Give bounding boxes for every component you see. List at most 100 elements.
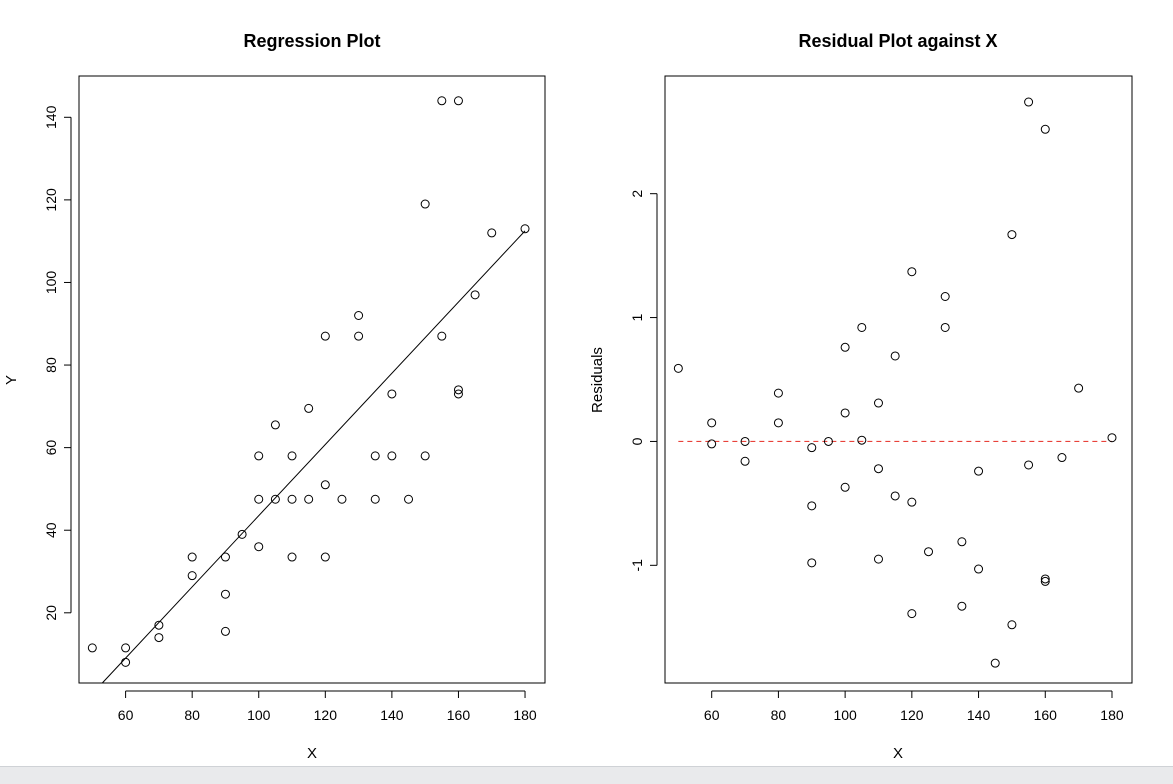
regression-plot-point (254, 494, 264, 504)
regression-plot-point (437, 331, 447, 341)
regression-plot-point (437, 96, 447, 106)
regression-plot-y-tick-label: 40 (43, 522, 59, 538)
regression-plot-point (453, 389, 463, 399)
residual-plot-y-tick-label: 1 (629, 313, 645, 321)
regression-plot-x-tick-label: 80 (184, 707, 200, 723)
regression-plot-point (220, 589, 230, 599)
residual-plot-point (857, 435, 867, 445)
regression-plot-point (320, 480, 330, 490)
residual-plot-point (740, 436, 750, 446)
regression-plot-point (370, 494, 380, 504)
regression-plot-y-label: Y (3, 375, 20, 385)
regression-plot-y-tick-label: 140 (43, 105, 59, 129)
residual-plot-point (940, 322, 950, 332)
residual-plot-point (1074, 383, 1084, 393)
residual-plot-y-tick-label: 2 (629, 190, 645, 198)
residual-plot-point (957, 537, 967, 547)
regression-plot-point (320, 331, 330, 341)
regression-plot-panel: Regression Plot X Y 60 80 100 120 140 160 180 2… (3, 31, 546, 762)
residual-plot-point (1040, 576, 1050, 586)
residual-plot-x-tick-label: 80 (771, 707, 787, 723)
residual-plot-point (1107, 433, 1117, 443)
regression-plot-point (187, 552, 197, 562)
regression-plot-point (287, 552, 297, 562)
residual-plot-point (1024, 97, 1034, 107)
regression-plot-x-tick-label: 160 (447, 707, 471, 723)
residual-plot-y-label: Residuals (589, 347, 606, 413)
regression-plot-title: Regression Plot (243, 31, 380, 51)
residual-plot-point (857, 322, 867, 332)
regression-plot-point (487, 228, 497, 238)
regression-plot-y-tick-label: 100 (43, 271, 59, 295)
residual-plot-point (890, 491, 900, 501)
regression-plot-point (187, 571, 197, 581)
residual-plot-x-label: X (893, 745, 903, 762)
residual-plot-panel: Residual Plot against X X Residuals 60 80… (589, 31, 1133, 762)
residual-plot-point (673, 363, 683, 373)
residual-plot-y-tick-label: -1 (629, 559, 645, 572)
residual-plot-point (873, 398, 883, 408)
regression-plot-x-tick-label: 60 (118, 707, 134, 723)
regression-plot-point (354, 331, 364, 341)
residual-plot-point (974, 564, 984, 574)
regression-plot-point (254, 451, 264, 461)
window-bottom-bar (0, 766, 1173, 784)
regression-plot-point (287, 494, 297, 504)
regression-plot-point (121, 657, 131, 667)
regression-plot-point (520, 224, 530, 234)
residual-plot-x-tick-label: 100 (833, 707, 857, 723)
residual-plot-point (873, 464, 883, 474)
residual-plot-point (1040, 574, 1050, 584)
residual-plot-point (840, 342, 850, 352)
regression-plot-y-tick-label: 60 (43, 440, 59, 456)
regression-plot-x-tick-label: 120 (314, 707, 338, 723)
residual-plot-x-tick-label: 120 (900, 707, 924, 723)
regression-plot-y-tick-label: 80 (43, 357, 59, 373)
residual-plot-point (807, 558, 817, 568)
residual-plot-point (1057, 453, 1067, 463)
residual-plot-x-tick-label: 160 (1034, 707, 1058, 723)
residual-plot-point (807, 443, 817, 453)
regression-plot-point (87, 643, 97, 653)
residual-plot-point (907, 267, 917, 277)
residual-plot-point (1024, 460, 1034, 470)
residual-plot-point (773, 388, 783, 398)
regression-plot-point (270, 420, 280, 430)
regression-plot-point (237, 529, 247, 539)
regression-plot-point (387, 389, 397, 399)
residual-plot-point (740, 456, 750, 466)
regression-plot-point (154, 633, 164, 643)
regression-plot-point (220, 552, 230, 562)
regression-plot-point (404, 494, 414, 504)
regression-plot-point (304, 494, 314, 504)
residual-plot-point (707, 418, 717, 428)
residual-plot-point (990, 658, 1000, 668)
regression-plot-frame (78, 75, 546, 684)
regression-plot-point (270, 494, 280, 504)
regression-plot-point (453, 385, 463, 395)
regression-plot-x-tick-label: 180 (513, 707, 537, 723)
regression-plot-point (354, 310, 364, 320)
regression-plot-point (453, 96, 463, 106)
residual-plot-point (840, 408, 850, 418)
regression-plot-point (287, 451, 297, 461)
residual-plot-x-tick-label: 140 (967, 707, 991, 723)
regression-plot-point (370, 451, 380, 461)
residual-plot-point (890, 351, 900, 361)
residual-plot-point (1007, 620, 1017, 630)
residual-plot-point (807, 501, 817, 511)
regression-plot-x-label: X (307, 745, 317, 762)
residual-plot-y-tick-label: 0 (629, 437, 645, 445)
regression-plot-point (420, 199, 430, 209)
residual-plot-point (957, 601, 967, 611)
regression-plot-point (387, 451, 397, 461)
regression-plot-point (154, 620, 164, 630)
residual-plot-x-tick-label: 180 (1100, 707, 1124, 723)
regression-plot-x-tick-label: 140 (380, 707, 404, 723)
residual-plot-point (707, 439, 717, 449)
residual-plot-point (974, 466, 984, 476)
regression-plot-point (337, 494, 347, 504)
regression-plot-point (121, 643, 131, 653)
